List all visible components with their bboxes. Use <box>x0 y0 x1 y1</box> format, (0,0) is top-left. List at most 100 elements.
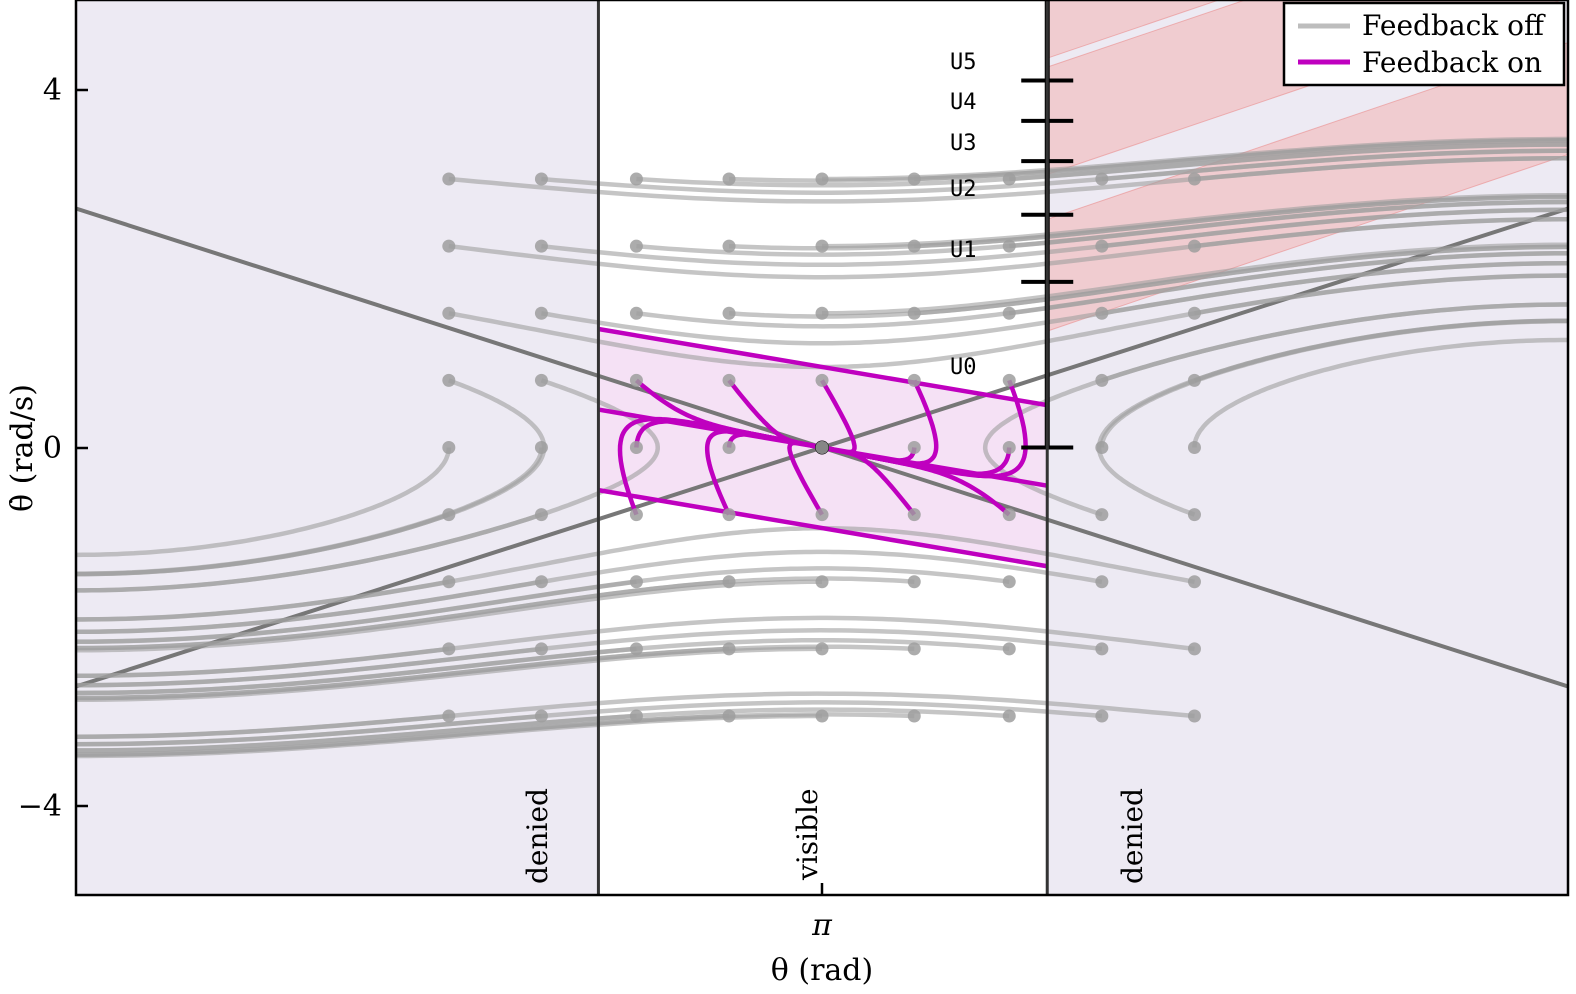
legend-box <box>1282 1 1566 87</box>
start-point-0-8 <box>442 709 456 723</box>
legend: Feedback off Feedback on <box>1282 1 1566 87</box>
start-point-6-6 <box>1002 575 1016 589</box>
feedback-on-band-edge-0 <box>598 326 1048 408</box>
legend-label-feedback-on: Feedback on <box>1362 46 1542 79</box>
trajectory-off-7-7 <box>76 628 1103 688</box>
x-axis: π <box>811 883 833 943</box>
feedback-on-band-edge-1 <box>598 487 1048 569</box>
xtick-label-pi: π <box>811 908 833 943</box>
start-point-7-7 <box>1095 642 1109 656</box>
start-point-6-0 <box>1002 172 1016 186</box>
start-point-7-8 <box>1095 709 1109 723</box>
trajectory-off-6-8 <box>76 707 1010 753</box>
feedback-off-trajectories <box>76 136 1568 759</box>
start-point-1-8 <box>534 709 548 723</box>
region-label-denied-left: denied <box>521 788 554 884</box>
u-label-u2: U2 <box>950 177 977 202</box>
trajectory-off-8-1 <box>1194 216 1568 249</box>
trajectory-off-6-1 <box>1009 199 1568 249</box>
ytick-label-0: 0 <box>43 431 62 466</box>
start-point-on-2-4 <box>629 441 643 454</box>
start-point-4-8 <box>815 709 829 723</box>
ytick-label-m4: −4 <box>18 789 62 824</box>
u-label-u3: U3 <box>950 131 977 156</box>
start-point-7-4 <box>1095 441 1109 454</box>
start-points <box>442 172 1201 723</box>
trajectory-off-7-2 <box>1101 260 1568 316</box>
trajectory-off-5-8 <box>76 712 915 757</box>
start-point-1-4 <box>534 441 548 454</box>
start-point-7-3 <box>1095 373 1109 387</box>
start-point-0-0 <box>442 172 456 186</box>
trajectory-off-5-1 <box>914 194 1568 249</box>
start-point-8-2 <box>1187 306 1201 320</box>
trajectory-off-8-5 <box>1096 318 1568 517</box>
trajectory-off-1-5 <box>76 512 543 593</box>
start-point-3-7 <box>722 642 736 656</box>
trajectory-off-6-2 <box>1008 251 1568 316</box>
start-point-7-5 <box>1095 508 1109 522</box>
start-point-on-5-3 <box>907 373 921 387</box>
start-point-0-1 <box>442 239 456 253</box>
start-point-6-1 <box>1002 239 1016 253</box>
start-point-5-1 <box>907 239 921 253</box>
trajectory-off-5-0 <box>914 138 1568 182</box>
start-point-0-7 <box>442 642 456 656</box>
start-point-1-0 <box>534 172 548 186</box>
start-point-8-6 <box>1187 575 1201 589</box>
start-point-5-0 <box>907 172 921 186</box>
start-point-on-3-3 <box>722 373 736 387</box>
start-point-on-5-5 <box>907 508 921 522</box>
trajectory-off-5-7 <box>76 644 915 701</box>
trajectory-off-6-7 <box>76 637 1010 696</box>
start-point-4-6 <box>815 575 829 589</box>
trajectory-off-8-8 <box>76 691 1195 739</box>
start-point-on-6-5 <box>1002 508 1016 522</box>
trajectory-off-5-2 <box>914 244 1568 316</box>
trajectory-off-6-6 <box>76 566 1010 644</box>
start-point-on-4-3 <box>815 373 829 387</box>
start-point-3-6 <box>722 575 736 589</box>
trajectory-off-8-0 <box>1194 156 1568 182</box>
trajectory-off-7-8 <box>76 700 1103 747</box>
start-point-on-4-4 <box>815 441 829 454</box>
start-point-on-3-4 <box>722 441 736 454</box>
start-point-2-7 <box>629 642 643 656</box>
start-point-0-6 <box>442 575 456 589</box>
trajectory-off-7-1 <box>1101 207 1568 249</box>
region-label-visible: visible <box>791 788 824 881</box>
start-point-on-2-5 <box>629 508 643 522</box>
start-point-0-3 <box>442 373 456 387</box>
start-point-1-5 <box>534 508 548 522</box>
start-point-7-6 <box>1095 575 1109 589</box>
start-point-2-8 <box>629 709 643 723</box>
start-point-4-7 <box>815 642 829 656</box>
start-point-5-6 <box>907 575 921 589</box>
start-point-on-3-5 <box>722 508 736 522</box>
u-label-u0: U0 <box>950 355 977 380</box>
start-point-2-1 <box>629 239 643 253</box>
start-point-5-7 <box>907 642 921 656</box>
trajectory-off-1-4 <box>76 447 544 576</box>
u-label-u5: U5 <box>950 50 977 75</box>
start-point-8-5 <box>1187 508 1201 522</box>
trajectory-off-5-6 <box>76 576 915 651</box>
start-point-3-2 <box>722 306 736 320</box>
start-point-5-2 <box>907 306 921 320</box>
start-point-2-0 <box>629 172 643 186</box>
start-point-8-8 <box>1187 709 1201 723</box>
start-point-on-2-3 <box>629 373 643 387</box>
start-point-8-0 <box>1187 172 1201 186</box>
start-point-1-2 <box>534 306 548 320</box>
start-point-7-2 <box>1095 306 1109 320</box>
start-point-on-4-5 <box>815 508 829 522</box>
start-point-on-6-3 <box>1002 373 1016 387</box>
start-point-8-7 <box>1187 642 1201 656</box>
trajectory-off-7-6 <box>76 549 1103 635</box>
trajectory-off-7-0 <box>1101 148 1568 182</box>
ytick-label-4: 4 <box>43 73 62 108</box>
x-axis-title: θ (rad) <box>771 953 873 988</box>
start-point-6-7 <box>1002 642 1016 656</box>
start-point-4-0 <box>815 172 829 186</box>
u-label-u1: U1 <box>950 238 977 263</box>
